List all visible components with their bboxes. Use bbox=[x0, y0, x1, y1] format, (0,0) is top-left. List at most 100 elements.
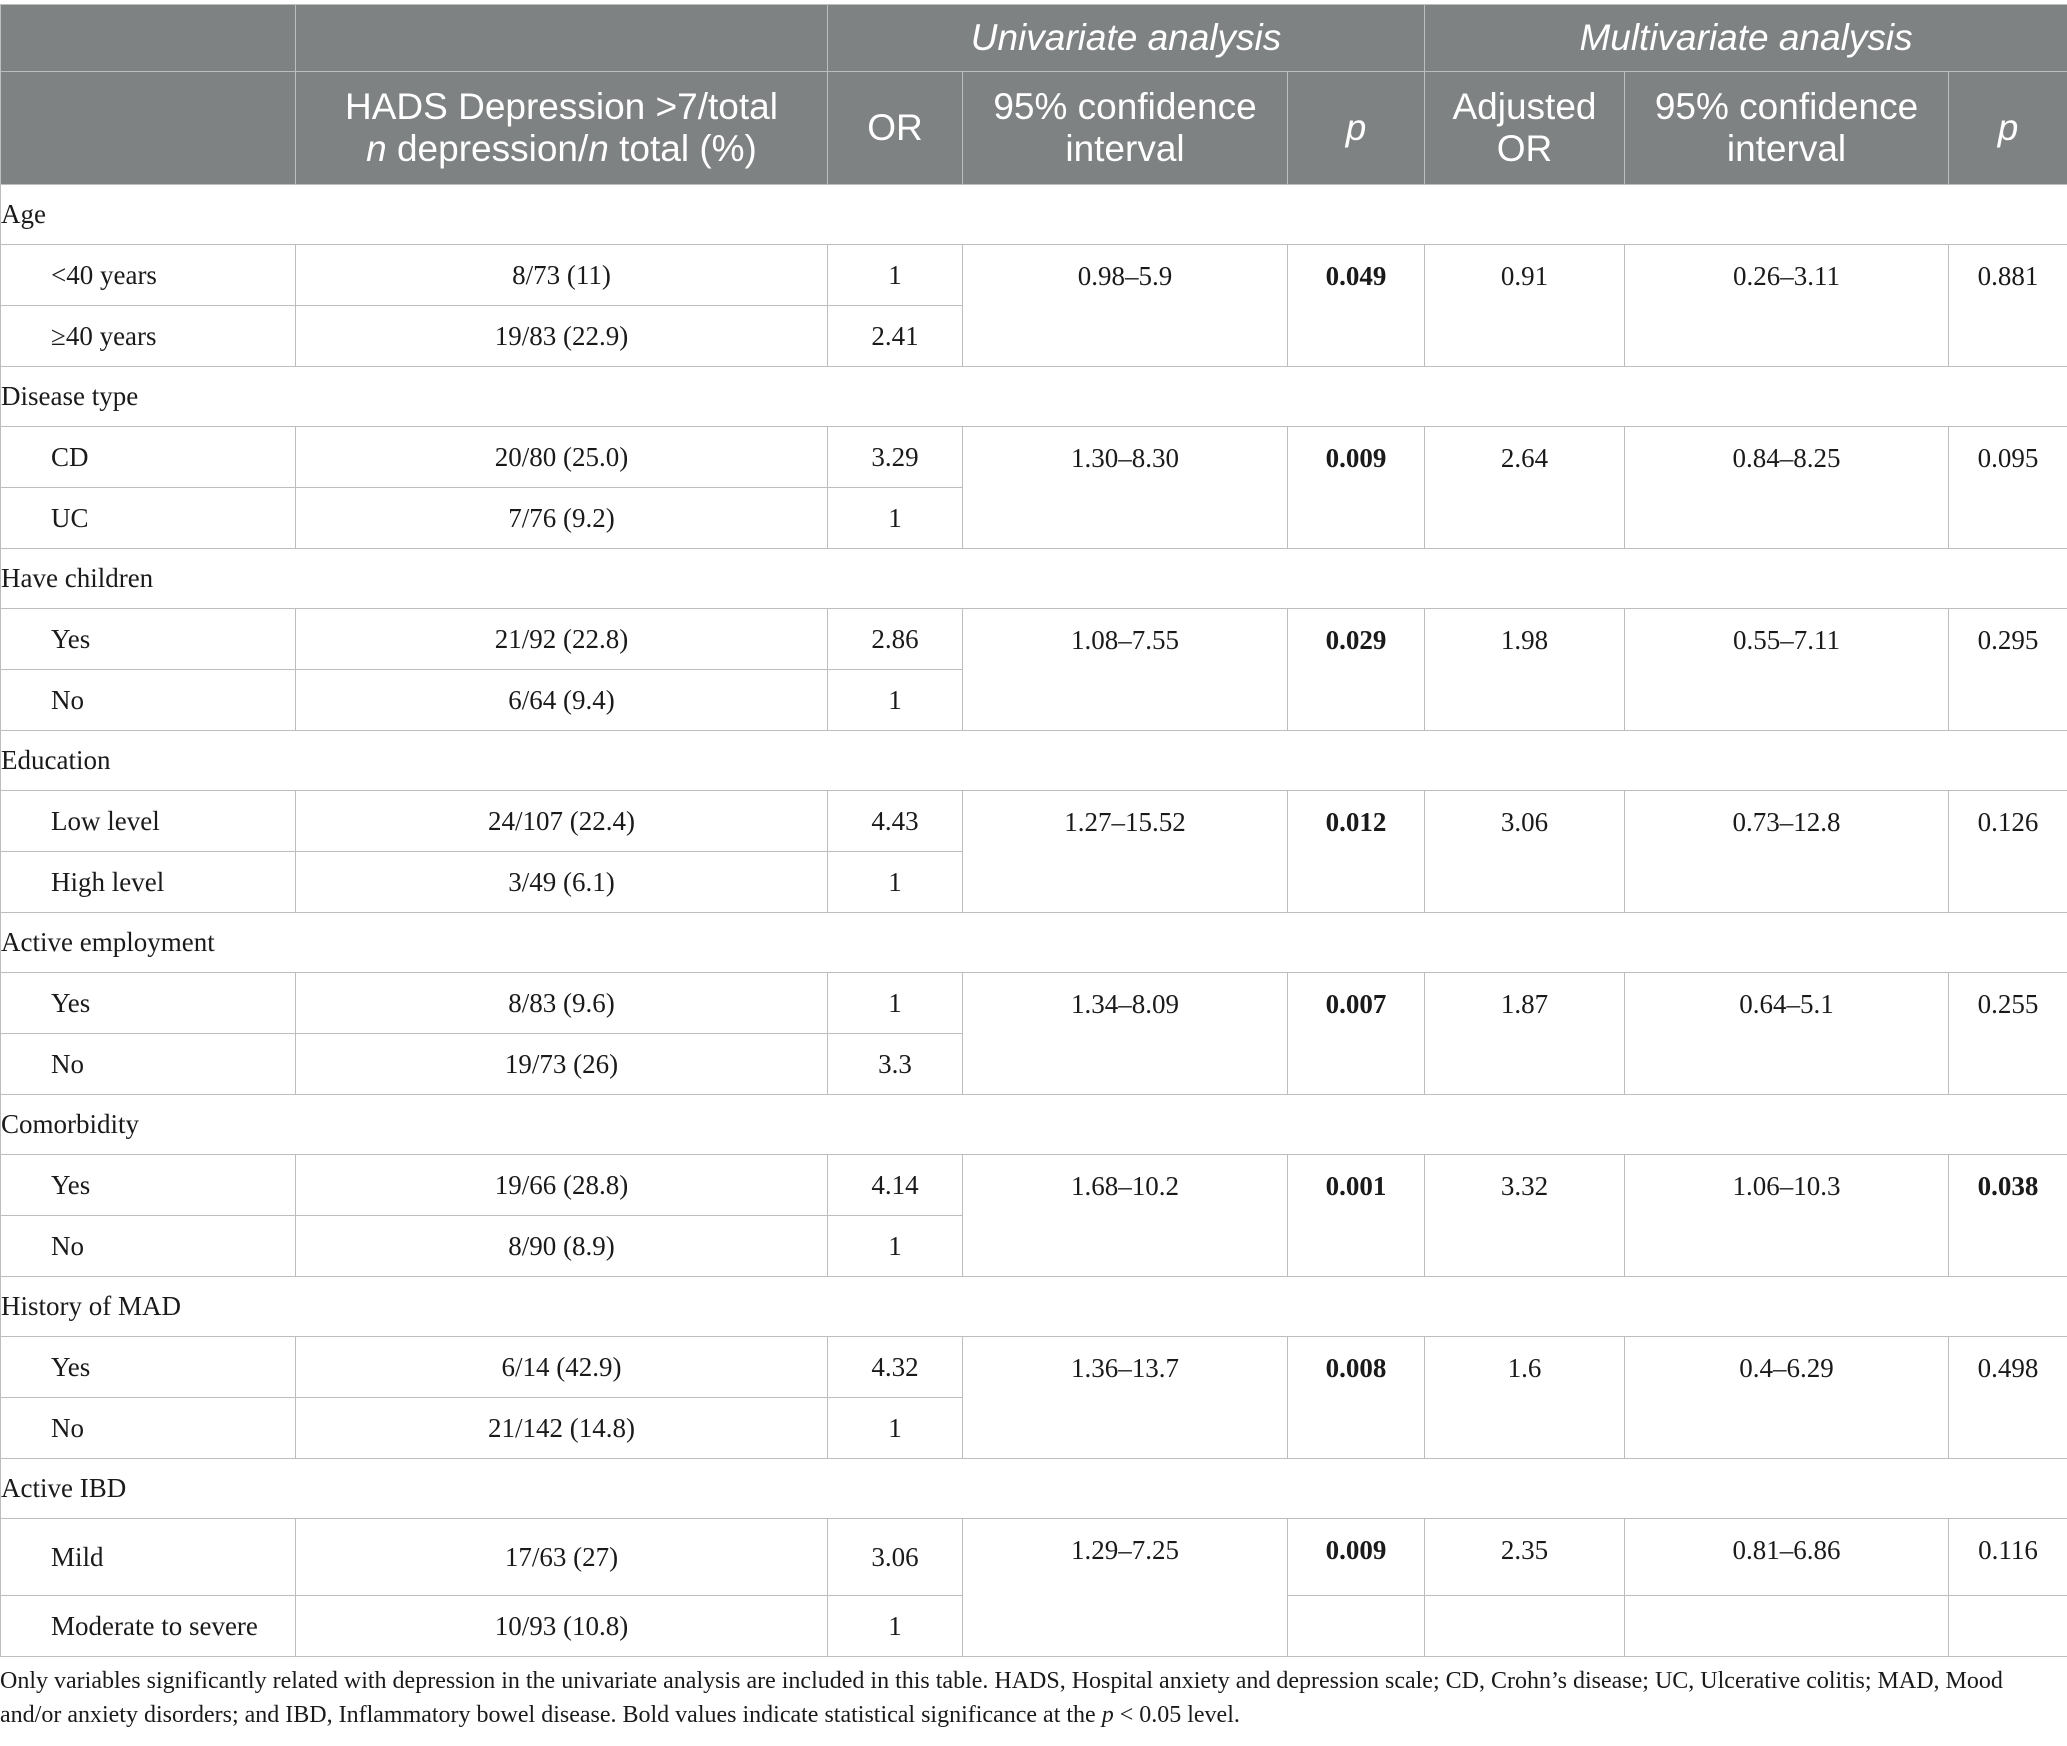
or-value: 1 bbox=[827, 1595, 963, 1657]
hads-value: 19/73 (26) bbox=[295, 1033, 828, 1095]
row-label: Low level bbox=[0, 790, 296, 852]
p-multivariate-value: 0.498 bbox=[1947, 1336, 2067, 1459]
table-row: <40 years 8/73 (11) 1 0.98–5.9 0.049 0.91 0.26… bbox=[0, 244, 2067, 367]
p-univariate-value: 0.007 bbox=[1287, 972, 1425, 1095]
header-univariate: Univariate analysis bbox=[827, 4, 1425, 72]
table-row: CD 20/80 (25.0) 3.29 1.30–8.30 0.009 2.64 0.84… bbox=[0, 426, 2067, 549]
p-multivariate-value: 0.038 bbox=[1947, 1154, 2067, 1277]
hads-value: 20/80 (25.0) bbox=[295, 426, 828, 488]
ci-univariate-value: 1.29–7.25 bbox=[962, 1518, 1288, 1657]
or-value: 3.29 bbox=[827, 426, 963, 488]
hads-value: 8/83 (9.6) bbox=[295, 972, 828, 1034]
p-univariate-value: 0.009 bbox=[1287, 1518, 1425, 1596]
category-label: Have children bbox=[0, 548, 2067, 609]
row-label: Yes bbox=[0, 608, 296, 670]
table-row: No 6/64 (9.4) 1 bbox=[0, 669, 2067, 731]
hads-value: 17/63 (27) bbox=[295, 1518, 828, 1596]
ci-multivariate-value: 0.84–8.25 bbox=[1624, 426, 1949, 549]
results-table: Univariate analysis Multivariate analysi… bbox=[0, 4, 2067, 1657]
row-label: Mild bbox=[0, 1518, 296, 1596]
or-value: 4.43 bbox=[827, 790, 963, 852]
category-row: Age bbox=[0, 184, 2067, 245]
row-label: High level bbox=[0, 851, 296, 913]
adjusted-or-value: 2.64 bbox=[1424, 426, 1625, 549]
p-univariate-value: 0.008 bbox=[1287, 1336, 1425, 1459]
hads-value: 21/92 (22.8) bbox=[295, 608, 828, 670]
category-row: Comorbidity bbox=[0, 1094, 2067, 1155]
header-p-multivariate: p bbox=[1947, 71, 2067, 185]
hads-value: 24/107 (22.4) bbox=[295, 790, 828, 852]
category-row: Active IBD bbox=[0, 1458, 2067, 1519]
p-multivariate-value: 0.095 bbox=[1947, 426, 2067, 549]
or-value: 1 bbox=[827, 1397, 963, 1459]
ci-univariate-value: 1.30–8.30 bbox=[962, 426, 1288, 549]
hads-value: 10/93 (10.8) bbox=[295, 1595, 828, 1657]
adjusted-or-value: 3.06 bbox=[1424, 790, 1625, 913]
category-label: Active employment bbox=[0, 912, 2067, 973]
p-multivariate-value: 0.295 bbox=[1947, 608, 2067, 731]
ci-multivariate-value: 1.06–10.3 bbox=[1624, 1154, 1949, 1277]
category-label: Disease type bbox=[0, 366, 2067, 427]
p-univariate-value: 0.001 bbox=[1287, 1154, 1425, 1277]
hads-value: 19/66 (28.8) bbox=[295, 1154, 828, 1216]
category-row: Education bbox=[0, 730, 2067, 791]
or-value: 1 bbox=[827, 487, 963, 549]
category-label: History of MAD bbox=[0, 1276, 2067, 1337]
hads-value: 21/142 (14.8) bbox=[295, 1397, 828, 1459]
p-multivariate-value: 0.126 bbox=[1947, 790, 2067, 913]
row-label: No bbox=[0, 1033, 296, 1095]
row-label: UC bbox=[0, 487, 296, 549]
empty-cell bbox=[1424, 1595, 1625, 1657]
or-value: 2.86 bbox=[827, 608, 963, 670]
table-row: No 8/90 (8.9) 1 bbox=[0, 1215, 2067, 1277]
row-label: CD bbox=[0, 426, 296, 488]
category-label: Education bbox=[0, 730, 2067, 791]
category-row: History of MAD bbox=[0, 1276, 2067, 1337]
p-univariate-value: 0.009 bbox=[1287, 426, 1425, 549]
header-empty-cell bbox=[295, 4, 828, 72]
table-row: Mild 17/63 (27) 3.06 1.29–7.25 0.009 2.35 0.81… bbox=[0, 1518, 2067, 1657]
header-or: OR bbox=[827, 71, 963, 185]
adjusted-or-value: 1.87 bbox=[1424, 972, 1625, 1095]
or-value: 1 bbox=[827, 244, 963, 306]
header-p-univariate: p bbox=[1287, 71, 1425, 185]
or-value: 1 bbox=[827, 669, 963, 731]
table-row: Yes 8/83 (9.6) 1 1.34–8.09 0.007 1.87 0.64–5.1… bbox=[0, 972, 2067, 1095]
footnote-text-after: < 0.05 level. bbox=[1113, 1702, 1240, 1728]
p-multivariate-value: 0.881 bbox=[1947, 244, 2067, 367]
ci-multivariate-value: 0.4–6.29 bbox=[1624, 1336, 1949, 1459]
table-body: Age <40 years 8/73 (11) 1 0.98–5.9 0.049 0.91 0… bbox=[0, 184, 2067, 1657]
header-hads-end: total (%) bbox=[608, 128, 757, 169]
header-hads-mid: depression/ bbox=[386, 128, 589, 169]
table-row: High level 3/49 (6.1) 1 bbox=[0, 851, 2067, 913]
ci-multivariate-value: 0.81–6.86 bbox=[1624, 1518, 1949, 1596]
or-value: 2.41 bbox=[827, 305, 963, 367]
hads-value: 6/14 (42.9) bbox=[295, 1336, 828, 1398]
row-label: Yes bbox=[0, 1154, 296, 1216]
p-univariate-value: 0.049 bbox=[1287, 244, 1425, 367]
adjusted-or-value: 1.6 bbox=[1424, 1336, 1625, 1459]
footnote-text-before: Only variables significantly related wit… bbox=[0, 1668, 2003, 1728]
or-value: 1 bbox=[827, 851, 963, 913]
table-row: ≥40 years 19/83 (22.9) 2.41 bbox=[0, 305, 2067, 367]
header-row-groups: Univariate analysis Multivariate analysi… bbox=[0, 4, 2067, 72]
p-univariate-value: 0.029 bbox=[1287, 608, 1425, 731]
ci-univariate-value: 1.27–15.52 bbox=[962, 790, 1288, 913]
row-label: No bbox=[0, 1397, 296, 1459]
adjusted-or-value: 1.98 bbox=[1424, 608, 1625, 731]
category-row: Active employment bbox=[0, 912, 2067, 973]
header-hads-n1: n bbox=[366, 128, 387, 169]
row-label: Yes bbox=[0, 1336, 296, 1398]
row-label: <40 years bbox=[0, 244, 296, 306]
ci-multivariate-value: 0.73–12.8 bbox=[1624, 790, 1949, 913]
hads-value: 7/76 (9.2) bbox=[295, 487, 828, 549]
category-label: Active IBD bbox=[0, 1458, 2067, 1519]
row-label: Moderate to severe bbox=[0, 1595, 296, 1657]
footnote-p-symbol: p bbox=[1101, 1702, 1114, 1728]
category-label: Age bbox=[0, 184, 2067, 245]
p-multivariate-value: 0.116 bbox=[1947, 1518, 2067, 1596]
ci-multivariate-value: 0.55–7.11 bbox=[1624, 608, 1949, 731]
category-row: Have children bbox=[0, 548, 2067, 609]
category-label: Comorbidity bbox=[0, 1094, 2067, 1155]
table-container: Univariate analysis Multivariate analysi… bbox=[0, 4, 2067, 1657]
